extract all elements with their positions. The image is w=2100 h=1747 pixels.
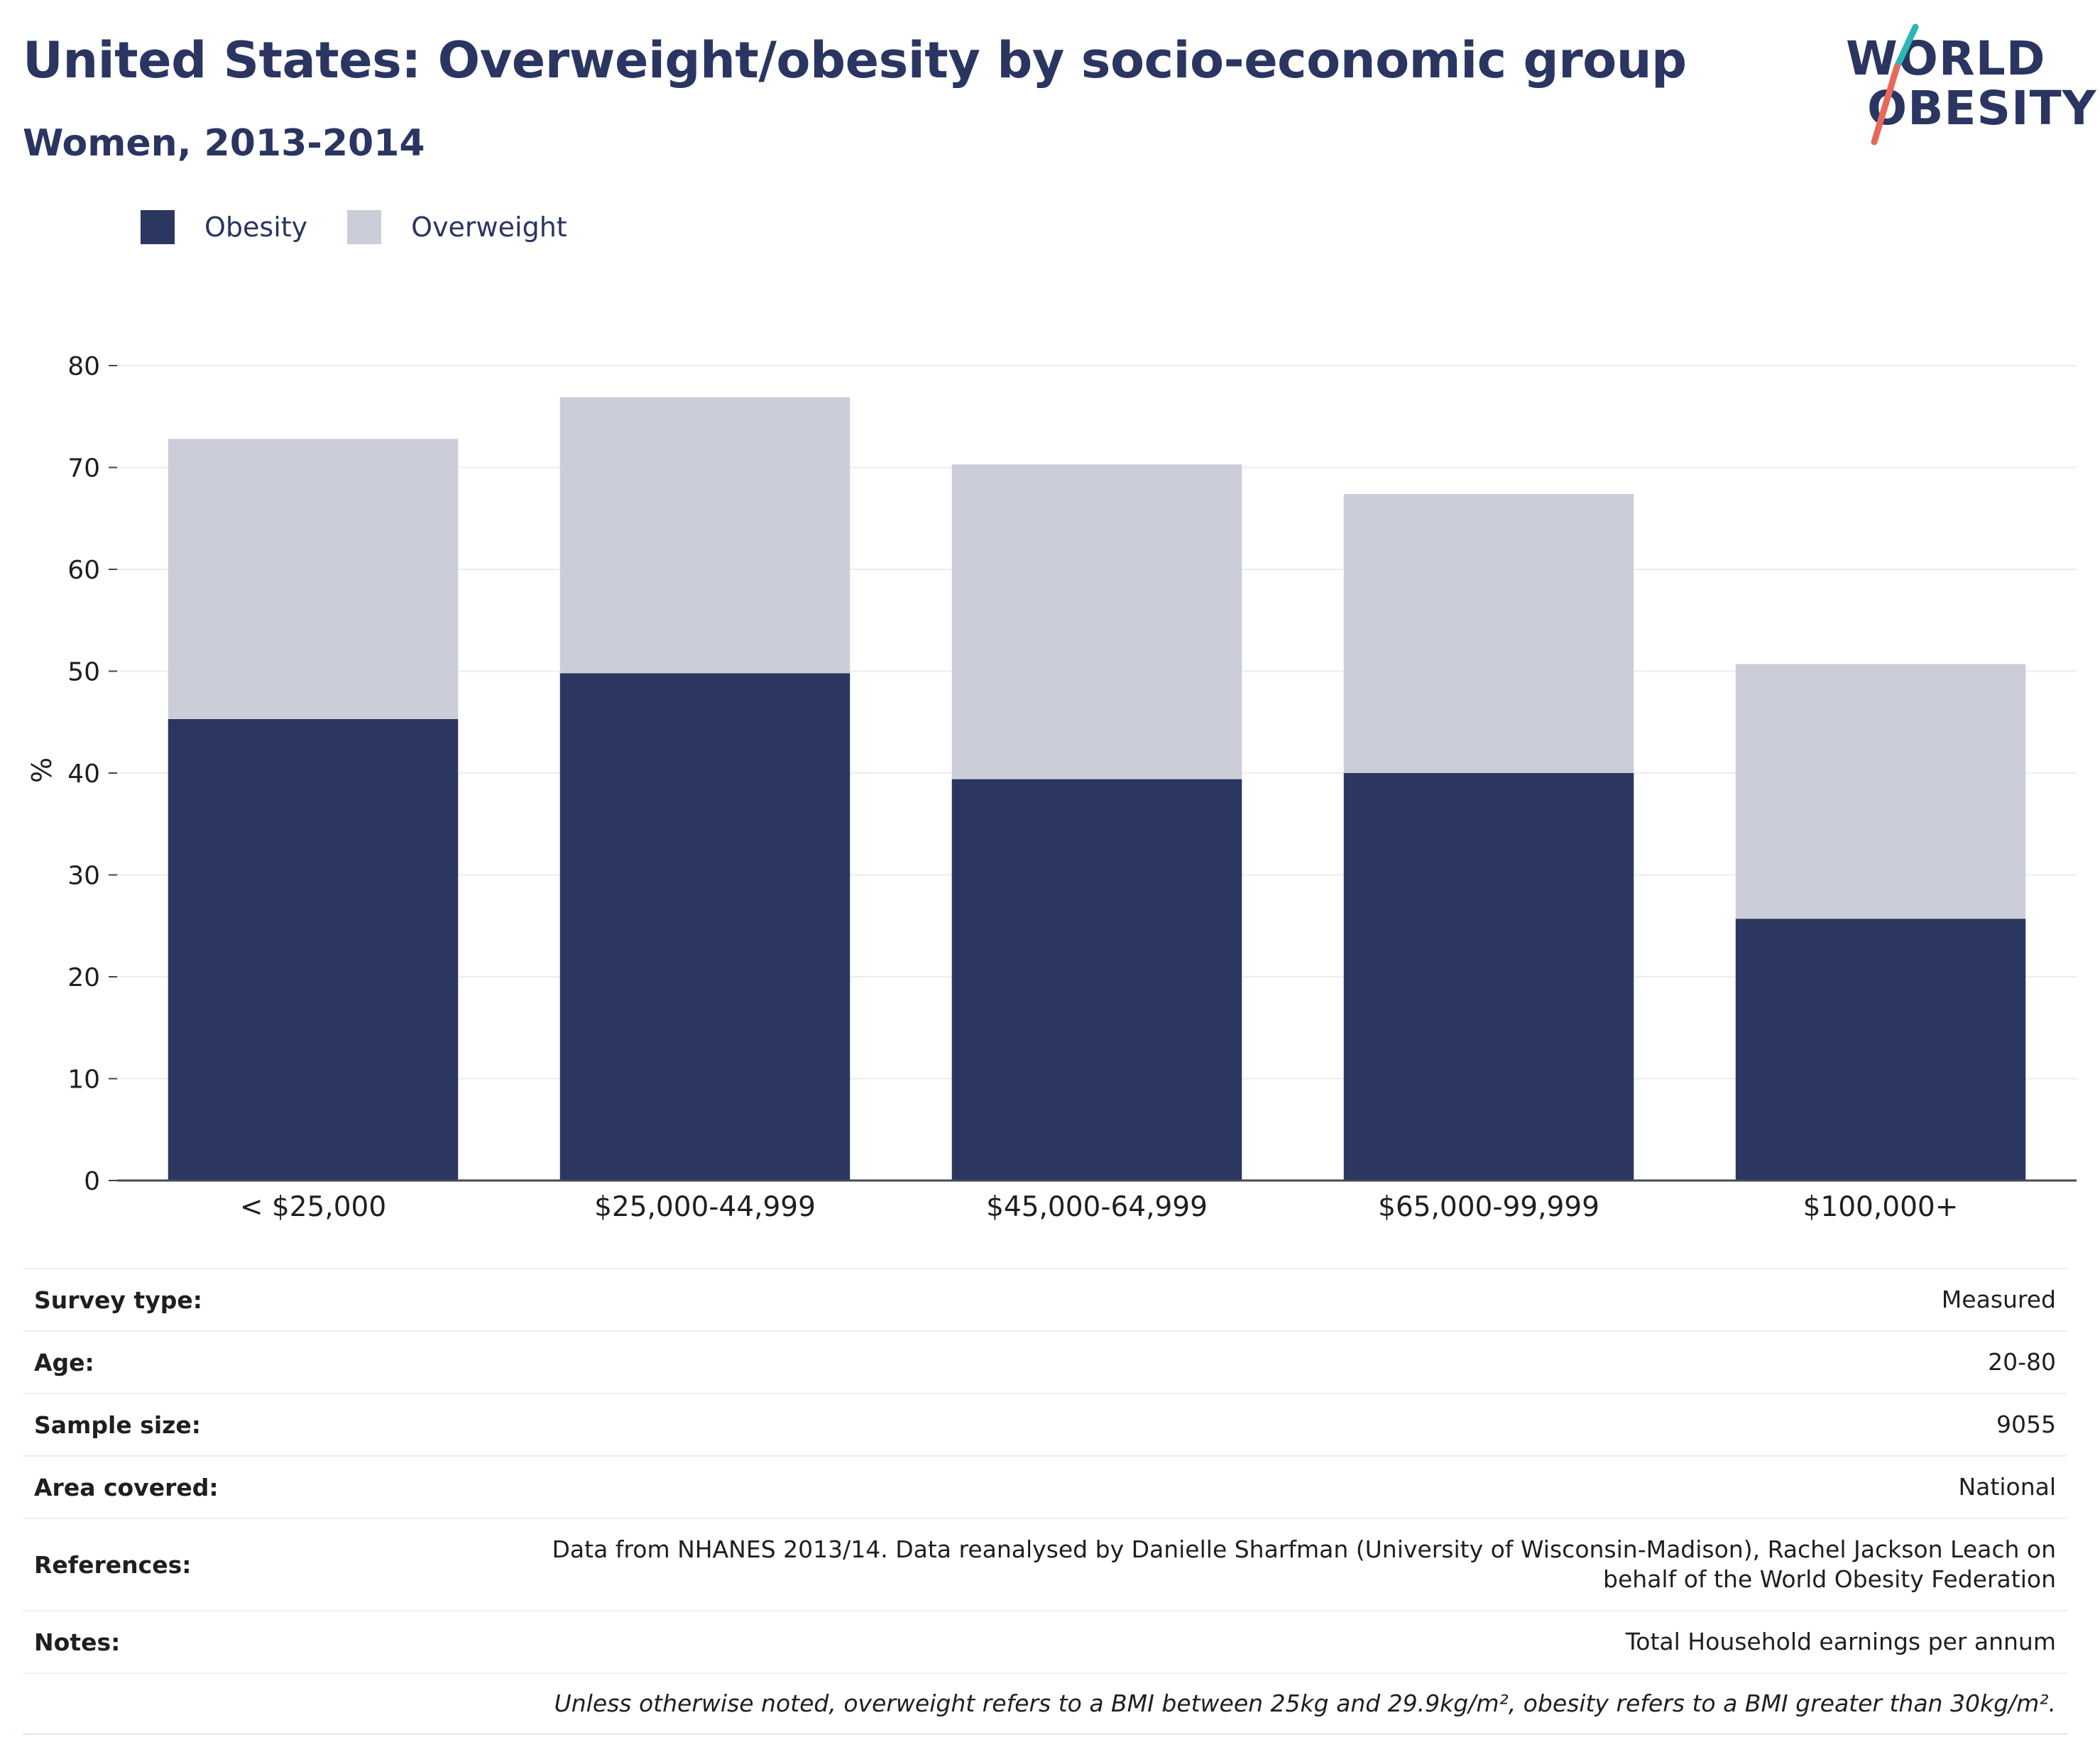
y-tick-label: 10: [67, 1066, 100, 1095]
legend-item-overweight: Overweight: [347, 210, 567, 244]
logo-text-world: WORLD: [1846, 31, 2046, 86]
y-tick-label: 30: [67, 862, 100, 891]
info-value: Data from NHANES 2013/14. Data reanalyse…: [552, 1535, 2056, 1593]
info-row-sample-size: Sample size: 9055: [23, 1394, 2067, 1457]
info-row-footnote: Unless otherwise noted, overweight refer…: [23, 1674, 2067, 1735]
bar-overweight: [951, 464, 1242, 779]
y-tick-label: 0: [84, 1167, 100, 1196]
x-tick-label: < $25,000: [240, 1191, 386, 1223]
x-tick-label: $45,000-64,999: [986, 1191, 1208, 1223]
y-tick-label: 20: [67, 963, 100, 992]
info-value: National: [1958, 1473, 2056, 1501]
chart-title: United States: Overweight/obesity by soc…: [23, 31, 1687, 89]
chart-legend: Obesity Overweight: [141, 210, 607, 244]
legend-label-overweight: Overweight: [411, 212, 567, 243]
y-tick-label: 50: [67, 658, 100, 687]
info-row-references: References: Data from NHANES 2013/14. Da…: [23, 1519, 2067, 1611]
logo-text-obesity: OBESITY: [1867, 81, 2097, 136]
legend-label-obesity: Obesity: [204, 212, 308, 243]
info-value: 9055: [1996, 1411, 2056, 1438]
bar-obesity: [168, 718, 459, 1181]
chart-subtitle: Women, 2013-2014: [23, 122, 425, 165]
legend-item-obesity: Obesity: [141, 210, 307, 244]
logo-slash-icon: [1871, 23, 1919, 146]
y-tick-label: 70: [67, 454, 100, 483]
info-key: References:: [34, 1550, 192, 1579]
legend-swatch-obesity: [141, 210, 175, 244]
info-key: Survey type:: [34, 1286, 202, 1314]
stacked-bar-chart: 0 10 20 30 40 50 60 70 80 < $25,000 $25,000-44,999…: [26, 352, 2077, 1223]
survey-info-table: Survey type: Measured Age: 20-80 Sample …: [23, 1268, 2067, 1735]
info-row-area-covered: Area covered: National: [23, 1457, 2067, 1519]
world-obesity-logo: WORLD OBESITY: [1846, 21, 2096, 156]
info-value: 20-80: [1988, 1348, 2056, 1376]
info-key: Age:: [34, 1348, 94, 1376]
info-row-notes: Notes: Total Household earnings per annu…: [23, 1611, 2067, 1674]
bar-overweight: [1735, 664, 2026, 919]
y-tick-label: 80: [67, 352, 100, 381]
bar-overweight: [168, 439, 459, 719]
y-tick-label: 60: [67, 556, 100, 585]
bar-obesity: [1343, 773, 1634, 1181]
y-tick-label: 40: [67, 760, 100, 789]
x-tick-label: $100,000+: [1803, 1191, 1959, 1223]
bar-overweight: [559, 397, 851, 674]
bar-obesity: [951, 779, 1242, 1181]
legend-swatch-overweight: [347, 210, 382, 244]
bar-obesity: [559, 673, 851, 1181]
x-tick-label: $25,000-44,999: [594, 1191, 816, 1223]
info-value: Measured: [1941, 1286, 2056, 1313]
y-axis-label: %: [26, 757, 58, 783]
info-key: Area covered:: [34, 1473, 219, 1501]
info-key: Sample size:: [34, 1411, 201, 1439]
bmi-definition-footnote: Unless otherwise noted, overweight refer…: [554, 1690, 2056, 1717]
info-row-survey-type: Survey type: Measured: [23, 1269, 2067, 1332]
info-value: Total Household earnings per annum: [1625, 1628, 2056, 1655]
x-tick-label: $65,000-99,999: [1378, 1191, 1599, 1223]
axes: 0 10 20 30 40 50 60 70 80 < $25,000 $25,000-44,999…: [67, 352, 2077, 1223]
bars: [168, 397, 2026, 1181]
info-key: Notes:: [34, 1628, 121, 1656]
bar-obesity: [1735, 919, 2026, 1181]
bar-overweight: [1343, 493, 1634, 773]
info-row-age: Age: 20-80: [23, 1332, 2067, 1394]
